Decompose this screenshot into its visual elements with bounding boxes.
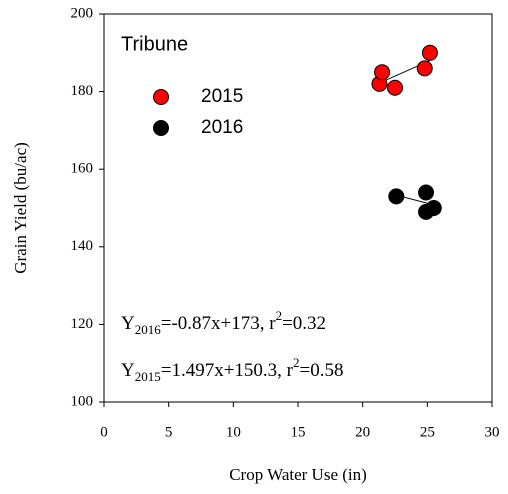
x-tick-label: 5 xyxy=(165,424,173,440)
point xyxy=(388,188,405,205)
y-tick-label: 120 xyxy=(71,316,94,332)
point xyxy=(416,60,433,77)
point xyxy=(374,64,391,81)
y-tick-label: 160 xyxy=(71,161,94,177)
y-tick-label: 140 xyxy=(71,238,94,254)
chart-title: Tribune xyxy=(121,33,188,55)
x-tick-label: 30 xyxy=(485,424,500,440)
x-tick-label: 0 xyxy=(100,424,108,440)
y-axis-label: Grain Yield (bu/ac) xyxy=(11,142,30,274)
y-tick-label: 180 xyxy=(71,83,94,99)
annotation-part: Y xyxy=(121,313,135,334)
annotation-part: =-0.87x+173, r xyxy=(161,313,277,334)
y-tick-label: 100 xyxy=(71,393,94,409)
point xyxy=(418,184,435,201)
legend-label: 2016 xyxy=(201,117,243,138)
annotation-part: 2015 xyxy=(135,369,161,384)
legend-marker xyxy=(153,120,169,136)
legend-label: 2015 xyxy=(201,86,243,107)
point xyxy=(387,79,403,96)
annotation-part: Y xyxy=(121,360,135,381)
annotation: Y2015=1.497x+150.3, r2=0.58 xyxy=(121,355,343,384)
annotation: Y2016=-0.87x+173, r2=0.32 xyxy=(121,308,326,337)
annotation-part: =0.32 xyxy=(282,313,326,334)
x-tick-label: 10 xyxy=(226,424,241,440)
x-axis-label: Crop Water Use (in) xyxy=(229,465,367,484)
legend-marker xyxy=(153,89,169,105)
point xyxy=(421,44,438,61)
annotation-part: =1.497x+150.3, r xyxy=(161,360,294,381)
annotation-part: 2 xyxy=(276,308,283,323)
point xyxy=(425,200,442,216)
x-tick-label: 25 xyxy=(420,424,435,440)
x-tick-label: 20 xyxy=(355,424,370,440)
annotation-part: 2016 xyxy=(135,322,162,337)
annotation-part: 2 xyxy=(293,355,300,370)
annotation-part: =0.58 xyxy=(300,360,344,381)
y-tick-label: 200 xyxy=(71,5,94,21)
x-tick-label: 15 xyxy=(291,424,306,440)
